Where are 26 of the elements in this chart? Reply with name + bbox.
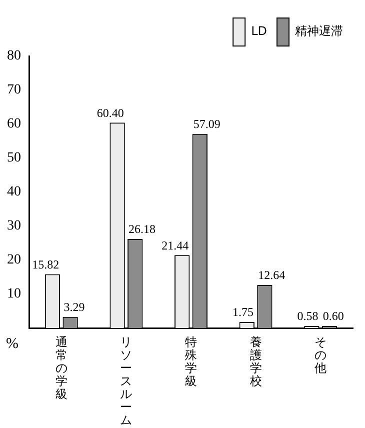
y-tick-label: 10	[7, 286, 21, 302]
y-tick-label: 60	[7, 116, 21, 132]
data-label: 0.58	[297, 309, 318, 324]
data-label: 21.44	[162, 238, 189, 252]
x-tick-label: 養護学校	[249, 335, 262, 388]
data-label: 1.75	[232, 305, 254, 320]
data-label: 0.60	[322, 309, 344, 324]
x-tick-label: その他	[314, 335, 328, 375]
data-label: 15.82	[32, 257, 60, 272]
x-tick-label: 通常の学級	[54, 335, 68, 401]
data-label: 3.29	[64, 300, 85, 314]
data-label: 12.64	[258, 268, 286, 282]
y-tick-label: 70	[7, 82, 21, 98]
y-tick-label: 80	[7, 48, 21, 64]
legend-label: LD	[251, 24, 268, 38]
y-axis-title: %	[6, 336, 18, 353]
y-tick-label: 30	[7, 218, 21, 234]
data-label: 26.18	[128, 222, 156, 236]
data-label: 60.40	[96, 106, 124, 120]
y-tick-label: 20	[7, 252, 21, 268]
y-tick-label: 40	[7, 184, 21, 200]
y-tick-label: 50	[7, 150, 21, 166]
x-tick-label: リソースルーム	[120, 335, 133, 427]
x-tick-label: 特殊学級	[184, 335, 198, 388]
legend-label: 精神遅滞	[295, 24, 343, 38]
data-label: 57.09	[193, 117, 220, 132]
